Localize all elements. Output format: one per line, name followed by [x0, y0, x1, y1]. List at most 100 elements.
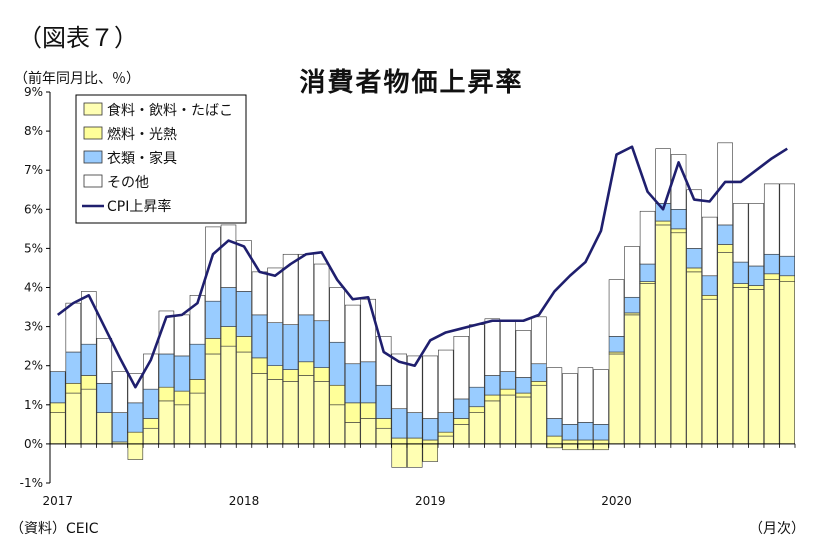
bar-segment-2-19 [344, 363, 361, 404]
bar-segment-0-39 [655, 224, 671, 445]
y-tick-label-2: 1% [24, 398, 43, 412]
bar-segment-0-22 [391, 443, 407, 468]
bar-segment-1-25 [438, 431, 454, 437]
bar-segment-2-41 [686, 248, 702, 269]
y-tick-label-6: 5% [24, 241, 43, 255]
bar-segment-1-46 [763, 273, 780, 280]
bar-segment-3-34 [577, 367, 594, 423]
bar-segment-0-37 [624, 314, 640, 445]
legend-swatch-1 [83, 126, 103, 140]
bar-segment-2-44 [732, 261, 749, 284]
bar-segment-1-44 [732, 283, 749, 288]
bar-segment-1-31 [531, 381, 547, 386]
bar-segment-0-17 [313, 381, 330, 445]
bar-segment-2-38 [639, 263, 656, 282]
x-tick-label-2017: 2017 [42, 494, 73, 508]
bar-segment-1-2 [81, 375, 97, 390]
bar-segment-3-33 [562, 373, 578, 425]
bar-segment-2-0 [50, 371, 66, 404]
bar-segment-1-26 [453, 418, 470, 425]
legend-label-1: 燃料・光熱 [107, 126, 177, 143]
bar-segment-1-0 [50, 402, 66, 413]
bar-segment-1-42 [701, 295, 718, 300]
y-tick-label-8: 7% [24, 163, 43, 177]
bar-segment-3-16 [298, 253, 314, 316]
bar-segment-0-3 [96, 412, 113, 445]
bar-segment-3-36 [608, 279, 625, 337]
bar-segment-2-24 [422, 418, 439, 441]
bar-segment-3-35 [593, 369, 609, 425]
bar-segment-3-25 [438, 349, 454, 413]
y-tick-label-10: 9% [24, 85, 43, 99]
bar-segment-2-34 [577, 422, 594, 441]
bar-segment-2-31 [531, 363, 547, 382]
bar-segment-2-8 [174, 355, 190, 392]
bar-segment-1-10 [205, 338, 221, 355]
bar-segment-0-1 [65, 392, 82, 445]
bar-segment-2-37 [624, 296, 640, 314]
bar-segment-0-19 [344, 422, 361, 445]
bar-segment-2-9 [189, 343, 206, 380]
bar-segment-0-10 [205, 353, 221, 445]
bar-segment-1-9 [189, 379, 206, 394]
bar-segment-2-42 [701, 275, 718, 296]
bar-segment-2-25 [438, 412, 454, 433]
y-tick-label-9: 8% [24, 124, 43, 138]
axes: -1% 0% 1% 2% 3% 4% 5% 6% 7% 8% 9% 2017 2018 2019 2020 [20, 85, 796, 508]
bar-segment-0-38 [639, 283, 656, 445]
bar-segment-3-42 [701, 216, 718, 277]
bar-segment-2-3 [96, 382, 113, 413]
bar-segment-2-22 [391, 408, 407, 439]
bar-segment-0-40 [670, 232, 687, 445]
bar-segment-1-22 [391, 437, 407, 445]
bar-segment-1-27 [469, 406, 485, 413]
bar-segment-1-28 [484, 394, 501, 402]
source-note: （資料）CEIC [10, 521, 99, 537]
bar-segment-3-31 [531, 316, 547, 365]
bar-segment-3-15 [282, 253, 299, 325]
bar-segment-2-11 [220, 287, 237, 327]
bar-segment-0-25 [438, 435, 454, 445]
bar-segment-2-16 [298, 314, 314, 363]
bar-segment-2-12 [236, 291, 252, 337]
bar-segment-0-14 [267, 379, 283, 445]
bar-segment-0-2 [81, 388, 97, 445]
bar-segment-1-8 [174, 390, 190, 406]
bar-segment-1-5 [127, 431, 144, 445]
x-axis-unit-label: （月次） [749, 521, 805, 537]
x-tick-label-2020: 2020 [601, 494, 632, 508]
bar-segment-3-18 [329, 287, 345, 343]
bar-segment-0-26 [453, 424, 470, 445]
bar-segment-3-4 [112, 371, 128, 413]
bar-segment-1-1 [65, 382, 82, 394]
bar-segment-3-14 [267, 267, 283, 323]
bar-segment-0-16 [298, 375, 314, 445]
bar-segment-1-47 [779, 275, 795, 282]
bar-segment-0-20 [360, 418, 376, 445]
y-axis-unit-label: （前年同月比、％） [14, 71, 140, 87]
bar-segment-0-7 [158, 400, 175, 445]
y-tick-label-3: 2% [24, 359, 43, 373]
bar-segment-1-11 [220, 326, 237, 347]
y-tick-label-1: 0% [24, 437, 43, 451]
bar-segment-1-16 [298, 361, 314, 376]
bar-segment-1-14 [267, 365, 283, 380]
y-tick-label-0: -1% [20, 476, 43, 490]
bar-segment-1-43 [717, 244, 733, 253]
bar-segment-0-33 [562, 443, 578, 451]
bar-segment-2-26 [453, 398, 470, 419]
bar-segment-3-8 [174, 314, 190, 357]
bar-segment-1-21 [375, 418, 392, 429]
bar-segment-0-12 [236, 351, 252, 445]
bar-segment-0-15 [282, 381, 299, 445]
y-tick-label-7: 6% [24, 202, 43, 216]
line-layer [56, 145, 788, 389]
bar-segment-1-19 [344, 402, 361, 423]
bar-segment-2-15 [282, 324, 299, 370]
bar-segment-0-27 [469, 412, 485, 445]
bar-segment-0-42 [701, 298, 718, 445]
bar-segment-2-23 [406, 412, 423, 439]
bar-segment-2-18 [329, 341, 345, 386]
